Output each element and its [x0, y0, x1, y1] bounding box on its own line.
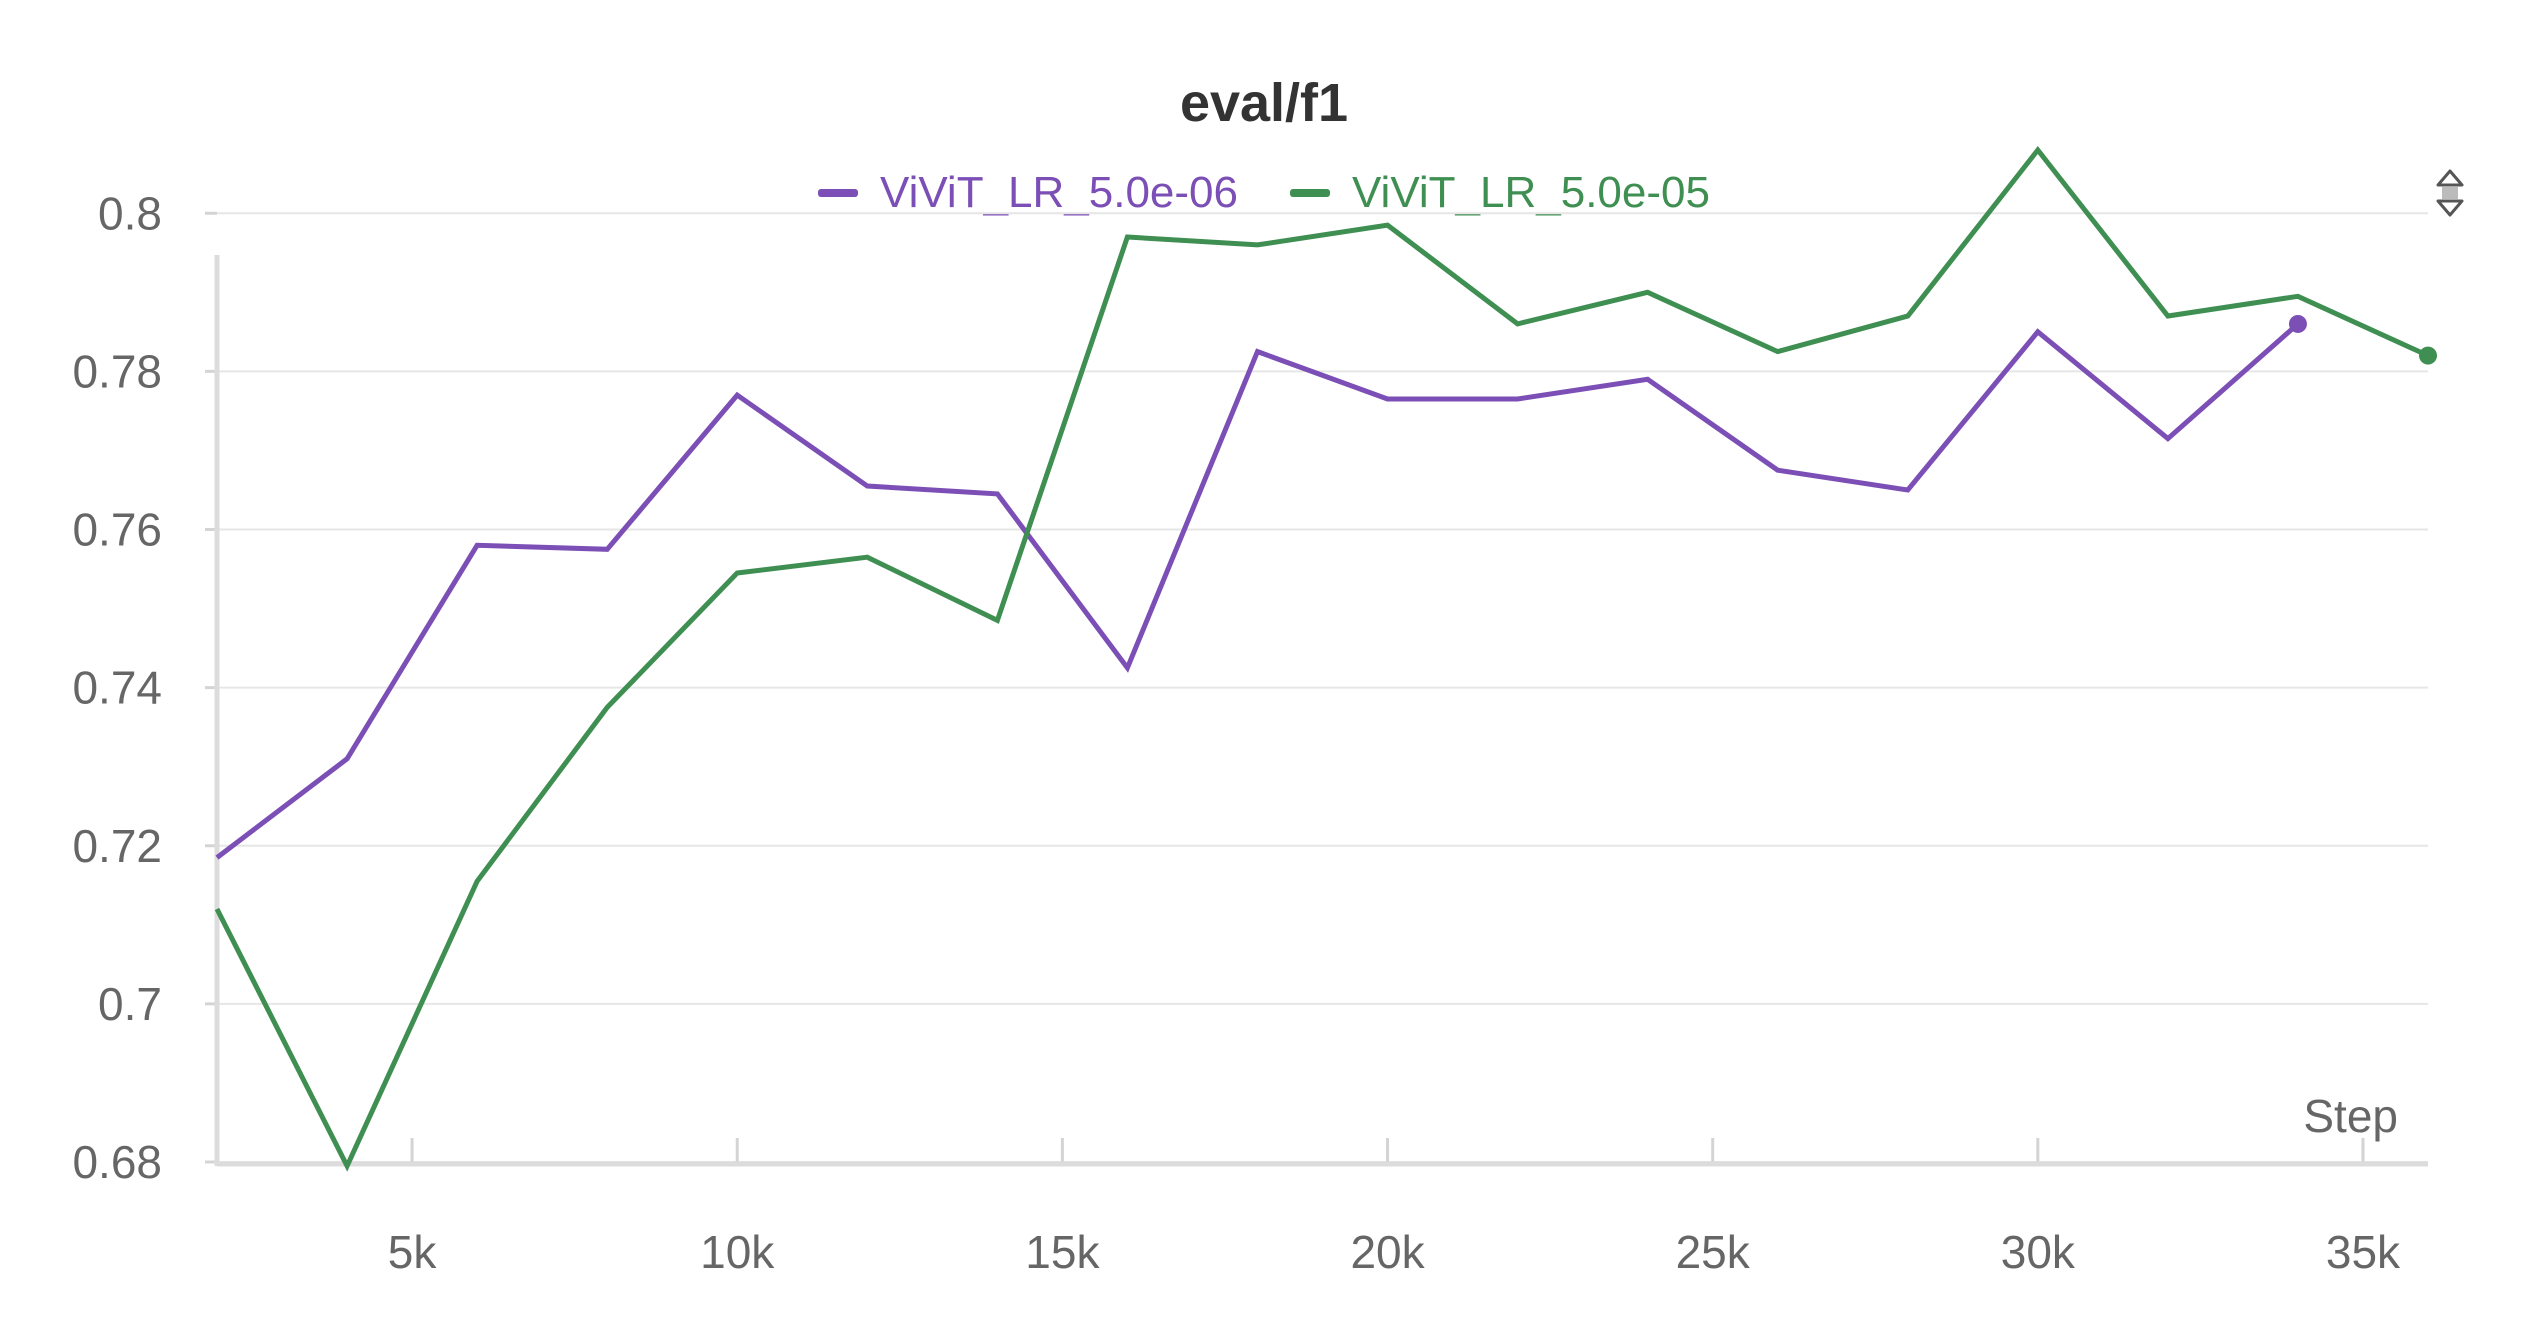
- chart-title: eval/f1: [1179, 73, 1349, 133]
- x-tick-label: 5k: [388, 1226, 438, 1278]
- series-line-2: [214, 145, 2430, 1172]
- y-tick-label: 0.7: [98, 978, 162, 1030]
- y-tick-label: 0.78: [72, 345, 162, 397]
- x-tick-label: 20k: [1350, 1226, 1425, 1278]
- legend-swatch-series-2: [1290, 189, 1330, 197]
- legend-item-series-2[interactable]: ViViT_LR_5.0e-05: [1290, 168, 1710, 218]
- expand-icon[interactable]: [2432, 165, 2468, 221]
- x-tick-label: 30k: [2001, 1226, 2076, 1278]
- y-tick-label: 0.8: [98, 187, 162, 239]
- legend-swatch-series-1: [818, 189, 859, 197]
- y-tick-label: 0.72: [72, 820, 162, 872]
- x-tick-label: 10k: [700, 1226, 775, 1278]
- legend-label-series-2: ViViT_LR_5.0e-05: [1352, 168, 1710, 217]
- x-axis-title: Step: [2303, 1090, 2398, 1142]
- x-tick-label: 25k: [1676, 1226, 1751, 1278]
- series-end-marker-2: [2419, 346, 2437, 365]
- y-tick-label: 0.76: [72, 504, 162, 556]
- legend: ViViT_LR_5.0e-06 ViViT_LR_5.0e-05: [0, 168, 2528, 218]
- x-tick-label: 35k: [2326, 1226, 2401, 1278]
- legend-item-series-1[interactable]: ViViT_LR_5.0e-06: [818, 168, 1238, 218]
- legend-label-series-1: ViViT_LR_5.0e-06: [880, 168, 1238, 217]
- x-tick-label: 15k: [1025, 1226, 1100, 1278]
- y-tick-label: 0.74: [72, 662, 162, 714]
- series-line-1: [215, 322, 2300, 860]
- y-tick-label: 0.68: [72, 1136, 162, 1188]
- series-end-marker-1: [2288, 314, 2307, 333]
